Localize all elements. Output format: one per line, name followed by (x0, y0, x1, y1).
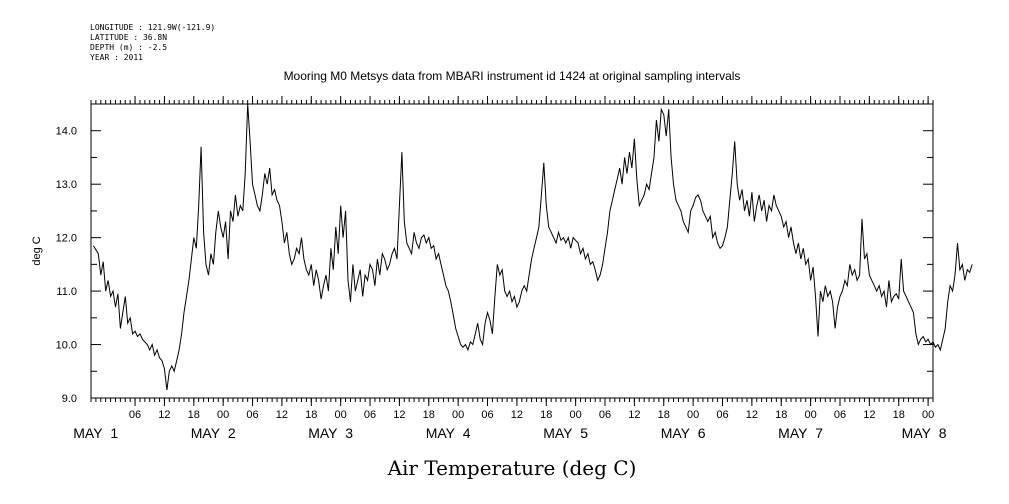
y-axis: 9.0 10.0 11.0 12.0 13.0 14.0 (56, 126, 933, 405)
x-tick-label: 12 (276, 409, 288, 421)
x-day-label: MAY 4 (426, 425, 471, 441)
chart-title: Mooring M0 Metsys data from MBARI instru… (284, 69, 741, 83)
x-tick-label: 18 (658, 409, 670, 421)
x-tick-label: 00 (570, 409, 582, 421)
x-tick-label: 06 (246, 409, 258, 421)
x-tick-label: 06 (129, 409, 141, 421)
x-tick-label: 06 (481, 409, 493, 421)
y-tick-label: 11.0 (56, 286, 77, 298)
x-tick-label: 18 (305, 409, 317, 421)
y-tick-label: 13.0 (56, 179, 77, 191)
x-day-label: MAY 6 (661, 425, 706, 441)
x-tick-label: 12 (863, 409, 875, 421)
x-day-label: MAY 7 (778, 425, 823, 441)
x-tick-label: 00 (922, 409, 934, 421)
x-tick-label: 00 (804, 409, 816, 421)
minor-ticks (90, 100, 934, 402)
x-tick-label: 12 (393, 409, 405, 421)
x-tick-label: 06 (834, 409, 846, 421)
x-day-label: MAY 8 (902, 425, 947, 441)
x-tick-label: 18 (775, 409, 787, 421)
plot-frame (90, 103, 934, 399)
y-tick-label: 10.0 (56, 340, 77, 352)
x-tick-label: 00 (335, 409, 347, 421)
x-day-label: MAY 1 (73, 425, 118, 441)
x-tick-label: 12 (511, 409, 523, 421)
x-axis-title: Air Temperature (deg C) (387, 456, 637, 480)
meta-depth: DEPTH (m) : -2.5 (90, 43, 167, 52)
y-tick-label: 14.0 (56, 126, 77, 138)
y-tick-label: 12.0 (56, 233, 77, 245)
x-day-label: MAY 3 (308, 425, 353, 441)
x-day-label: MAY 2 (191, 425, 236, 441)
series-line-air-temperature (92, 103, 973, 391)
metadata-block: LONGITUDE : 121.9W(-121.9) LATITUDE : 36… (90, 23, 215, 62)
x-tick-label: 06 (364, 409, 376, 421)
meta-year: YEAR : 2011 (90, 53, 143, 62)
x-axis: 06 12 18 00 06 12 18 00 06 12 18 00 06 12 18 00 06 12 18 00… (129, 96, 934, 421)
x-tick-label: 00 (452, 409, 464, 421)
x-tick-label: 12 (158, 409, 170, 421)
x-tick-label: 12 (746, 409, 758, 421)
x-tick-label: 18 (188, 409, 200, 421)
meta-latitude: LATITUDE : 36.8N (90, 33, 167, 42)
x-day-labels: MAY 1 MAY 2 MAY 3 MAY 4 MAY 5 MAY 6 MAY 7 MAY 8 (73, 425, 946, 441)
meta-longitude: LONGITUDE : 121.9W(-121.9) (90, 23, 215, 32)
y-axis-label: deg C (31, 236, 43, 265)
y-tick-label: 9.0 (62, 393, 77, 405)
x-tick-label: 06 (599, 409, 611, 421)
x-tick-label: 00 (217, 409, 229, 421)
x-tick-label: 12 (628, 409, 640, 421)
x-tick-label: 00 (687, 409, 699, 421)
x-tick-label: 18 (893, 409, 905, 421)
x-tick-label: 18 (423, 409, 435, 421)
x-tick-label: 18 (540, 409, 552, 421)
x-tick-label: 06 (716, 409, 728, 421)
x-day-label: MAY 5 (543, 425, 588, 441)
